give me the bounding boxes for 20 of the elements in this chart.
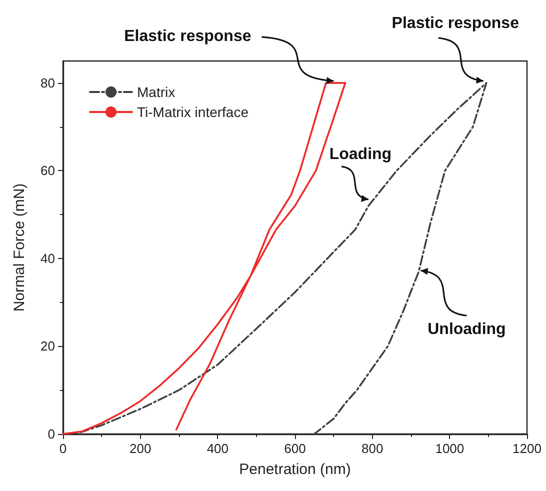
annotation: Unloading	[428, 320, 506, 339]
x-tick-label: 0	[59, 441, 67, 456]
x-tick-label: 200	[129, 441, 152, 456]
y-tick-label: 40	[40, 250, 55, 266]
y-tick-label: 0	[48, 426, 55, 442]
x-tick-label: 1200	[512, 441, 542, 456]
y-tick-label: 60	[40, 163, 55, 178]
y-axis-title: Normal Force (mN)	[11, 183, 28, 312]
y-tick-label: 20	[40, 338, 55, 354]
x-tick-label: 800	[361, 441, 384, 456]
annotation: Loading	[329, 146, 392, 164]
annotation: Plastic response	[392, 14, 519, 33]
x-tick-label: 400	[206, 441, 229, 456]
y-tick-label: 80	[40, 75, 55, 90]
x-axis-title: Penetration (nm)	[239, 461, 351, 478]
x-tick-label: 1000	[435, 441, 464, 456]
x-tick-label: 600	[284, 441, 306, 456]
legend-label: Ti-Matrix interface	[137, 104, 249, 120]
annotation: Elastic response	[124, 28, 252, 46]
legend-label: Matrix	[137, 84, 176, 100]
